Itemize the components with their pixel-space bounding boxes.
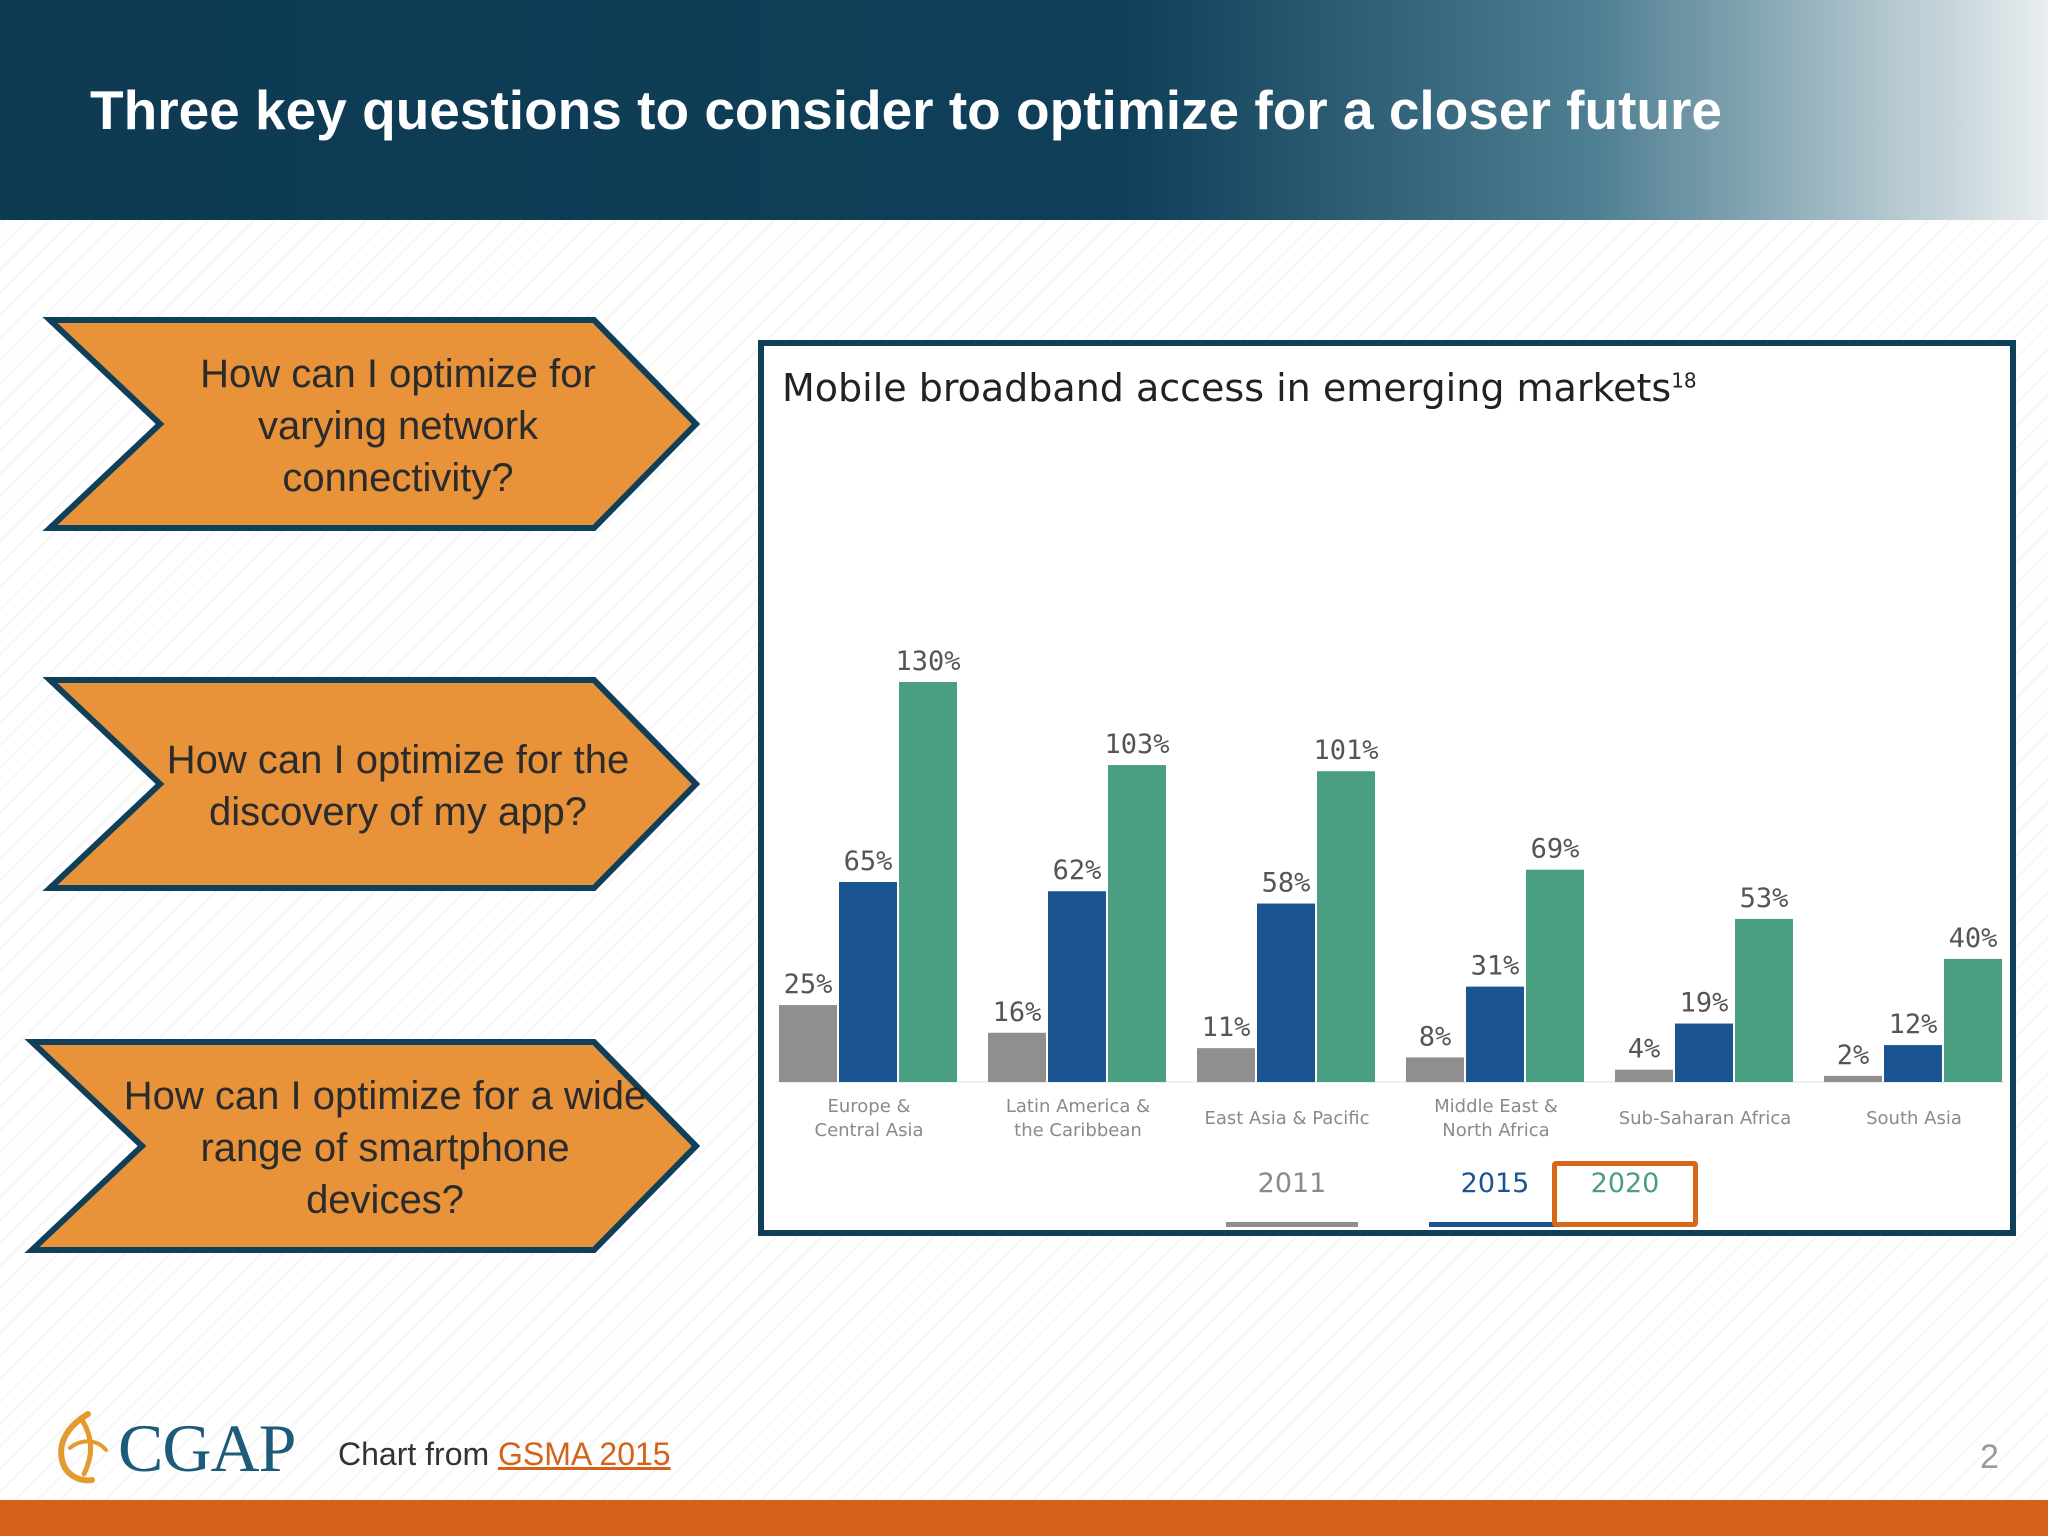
category-label-line: East Asia & Pacific [1205, 1108, 1370, 1129]
data-label-2020-2: 101% [1313, 735, 1378, 766]
legend-swatch-2015 [1429, 1222, 1561, 1227]
source-prefix: Chart from [338, 1436, 499, 1472]
data-label-2011-3: 8% [1419, 1021, 1452, 1052]
chart-title-text: Mobile broadband access in emerging mark… [782, 366, 1672, 410]
data-label-2020-5: 40% [1949, 923, 1998, 954]
data-label-2011-4: 4% [1628, 1034, 1661, 1065]
category-label-line: South Asia [1866, 1108, 1962, 1129]
bar-2020-1 [1108, 765, 1166, 1082]
question-arrow-1: How can I optimize for varying network c… [28, 316, 708, 536]
data-label-2011-1: 16% [993, 997, 1042, 1028]
chart-title-footnote: 18 [1671, 368, 1697, 393]
category-label-line: Sub-Saharan Africa [1619, 1108, 1792, 1129]
data-label-2015-5: 12% [1889, 1009, 1938, 1040]
bar-2020-5 [1944, 958, 2002, 1082]
legend-label-2015: 2015 [1460, 1168, 1530, 1199]
bar-2015-4 [1675, 1023, 1733, 1082]
category-label-0: Europe & Central Asia [815, 1096, 924, 1141]
header-banner: Three key questions to consider to optim… [0, 0, 2048, 220]
arrow-shape [42, 677, 701, 891]
page-number: 2 [1980, 1438, 1999, 1476]
bar-2011-0 [779, 1005, 837, 1082]
data-label-2020-1: 103% [1104, 729, 1169, 760]
data-label-2011-0: 25% [784, 969, 833, 1000]
bar-2011-3 [1406, 1057, 1464, 1082]
arrow-shape [24, 1039, 701, 1253]
category-label-4: Sub-Saharan Africa [1619, 1108, 1792, 1129]
legend-label-2011: 2011 [1257, 1168, 1327, 1199]
data-label-2020-3: 69% [1531, 834, 1580, 865]
bar-2011-2 [1197, 1048, 1255, 1082]
bar-2020-2 [1317, 771, 1375, 1082]
category-label-line: Europe & [827, 1096, 910, 1117]
bar-2015-0 [839, 882, 897, 1082]
cgap-logo: CGAP [48, 1408, 296, 1488]
source-link[interactable]: GSMA 2015 [498, 1436, 671, 1472]
bar-2015-2 [1257, 903, 1315, 1082]
question-text-3: How can I optimize for a wide range of s… [123, 1074, 647, 1222]
data-label-2015-0: 65% [844, 846, 893, 877]
chart-source: Chart from GSMA 2015 [338, 1436, 671, 1473]
data-label-2020-4: 53% [1740, 883, 1789, 914]
category-label-line: Central Asia [815, 1120, 924, 1141]
bar-chart: 25% 65% 130% Europe & Central Asia 16% 62% 103%… [776, 646, 2004, 1141]
data-label-2015-4: 19% [1680, 988, 1729, 1019]
category-label-line: North Africa [1442, 1120, 1549, 1141]
arrow-shape [42, 317, 701, 531]
data-label-2015-3: 31% [1471, 951, 1520, 982]
question-arrow-2: How can I optimize for the discovery of … [28, 676, 708, 896]
data-label-2015-1: 62% [1053, 855, 1102, 886]
bar-2015-1 [1048, 891, 1106, 1082]
question-text-2: How can I optimize for the discovery of … [166, 738, 630, 834]
category-label-2: East Asia & Pacific [1205, 1108, 1370, 1129]
question-text-1: How can I optimize for varying network c… [200, 352, 596, 500]
category-label-line: Latin America & [1006, 1096, 1150, 1117]
category-label-1: Latin America & the Caribbean [1006, 1096, 1150, 1141]
bar-2015-5 [1884, 1045, 1942, 1082]
legend-highlight-box [1552, 1161, 1698, 1227]
footer-bar [0, 1500, 2048, 1536]
logo-mark-icon [58, 1411, 108, 1484]
chart-title: Mobile broadband access in emerging mark… [782, 366, 1697, 410]
chart-panel: Mobile broadband access in emerging mark… [758, 340, 2016, 1236]
category-label-3: Middle East & North Africa [1434, 1096, 1558, 1141]
bar-2020-3 [1526, 869, 1584, 1082]
bar-2020-4 [1735, 918, 1793, 1082]
data-label-2015-2: 58% [1262, 868, 1311, 899]
category-label-line: the Caribbean [1014, 1120, 1142, 1141]
data-label-2011-2: 11% [1202, 1012, 1251, 1043]
data-label-2011-5: 2% [1837, 1040, 1870, 1071]
data-label-2020-0: 130% [895, 646, 960, 677]
bar-2011-4 [1615, 1069, 1673, 1082]
category-label-5: South Asia [1866, 1108, 1962, 1129]
bar-2011-1 [988, 1032, 1046, 1082]
question-arrow-3: How can I optimize for a wide range of s… [10, 1038, 701, 1258]
bar-2011-5 [1824, 1075, 1882, 1082]
legend-label-2020: 2020 [1590, 1168, 1660, 1199]
bar-2020-0 [899, 682, 957, 1082]
logo-text: CGAP [118, 1409, 296, 1486]
bar-2015-3 [1466, 986, 1524, 1082]
category-label-line: Middle East & [1434, 1096, 1558, 1117]
legend-swatch-2011 [1226, 1222, 1358, 1227]
page-title: Three key questions to consider to optim… [90, 79, 1722, 141]
